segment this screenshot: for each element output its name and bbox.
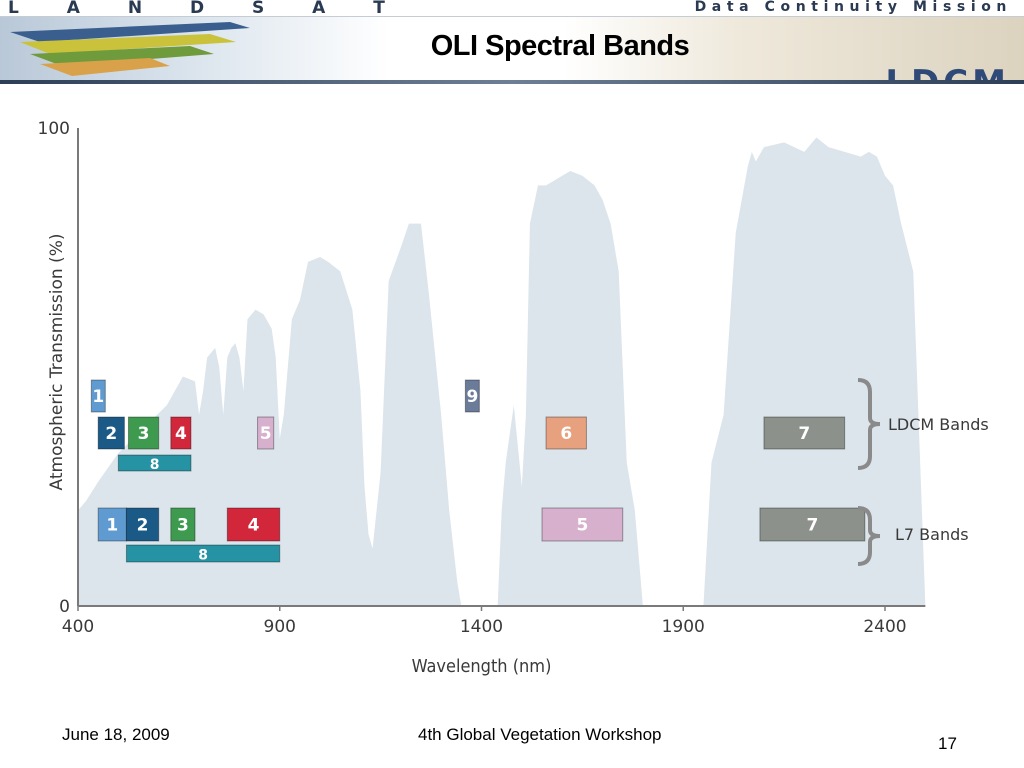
x-axis-ticks: 400 900 1400 1900 2400 [62,606,907,637]
band-label: 2 [137,516,149,536]
y-axis-ticks: 0 100 [38,119,70,617]
mission-wordmark: Data Continuity Mission [694,0,1012,15]
band-rect [170,416,192,450]
ldcm-band-2: 2 [97,416,125,450]
landsat-stripes-logo [10,22,250,76]
band-label: 1 [106,516,118,536]
band-label: 4 [248,516,260,536]
x-tick-label: 1900 [662,617,705,637]
band-rect [125,544,281,563]
y-axis-label: Atmospheric Transmission (%) [47,234,67,491]
band-label: 8 [150,457,160,473]
ldcm-band-7: 7 [763,416,846,450]
l7-band-5: 5 [541,507,624,542]
band-rect [125,507,160,542]
transmission-curve-area [78,137,926,606]
l7-band-3: 3 [170,507,196,542]
y-tick-label: 0 [59,597,70,617]
ldcm-band-8: 8 [117,454,192,473]
band-label: 3 [177,516,189,536]
group-brace [857,506,881,566]
x-tick-label: 1400 [460,617,503,637]
band-rect [545,416,587,450]
l7-band-8: 8 [125,544,281,564]
band-rect [170,507,196,542]
l7-band-4: 4 [226,507,281,542]
banner-top-strip [0,0,1024,17]
banner-divider [0,80,1024,84]
band-group-label: LDCM Bands [888,415,989,434]
x-axis-label: Wavelength (nm) [412,656,552,677]
band-group-labels: LDCM Bands L7 Bands [857,378,989,566]
band-label: 2 [105,424,117,444]
ldcm-band-5: 5 [257,416,275,450]
band-rect [464,379,480,413]
band-rect [226,507,281,542]
band-rect [117,454,192,472]
l7-band-7: 7 [759,507,866,542]
band-label: 5 [576,516,588,536]
ldcm-logo: LDCM [885,63,1010,84]
group-brace [857,378,881,470]
ldcm-band-6: 6 [545,416,587,450]
band-label: 5 [260,424,272,444]
page-number: 17 [938,734,957,753]
band-rect [90,379,106,413]
band-rect [541,507,624,542]
x-tick-label: 900 [264,617,296,637]
ldcm-band-1: 1 [90,379,106,413]
band-label: 6 [560,424,572,444]
band-label: 7 [806,516,818,536]
header-banner: L A N D S A T Data Continuity Mission LD… [0,0,1024,84]
x-tick-label: 400 [62,617,94,637]
x-tick-label: 2400 [863,617,906,637]
band-label: 3 [138,424,150,444]
l7-band-2: 2 [125,507,160,542]
landsat-wordmark: L A N D S A T [8,0,406,18]
band-label: 1 [92,387,104,407]
y-tick-label: 100 [38,119,70,139]
ldcm-band-3: 3 [127,416,160,450]
band-label: 7 [798,424,810,444]
band-label: 4 [175,424,187,444]
band-rect [97,507,127,542]
band-label: 8 [198,548,208,564]
ldcm-band-4: 4 [170,416,192,450]
ldcm-band-9: 9 [464,379,480,413]
footer-date: June 18, 2009 [62,725,170,744]
band-rect [257,416,275,450]
band-rect [759,507,866,542]
band-label: 9 [466,387,478,407]
band-rect [127,416,160,450]
l7-band-1: 1 [97,507,127,542]
footer-event: 4th Global Vegetation Workshop [418,725,662,744]
band-rect [97,416,125,450]
slide-title: OLI Spectral Bands [430,30,690,62]
band-rect [763,416,846,450]
band-group-label: L7 Bands [895,525,969,544]
